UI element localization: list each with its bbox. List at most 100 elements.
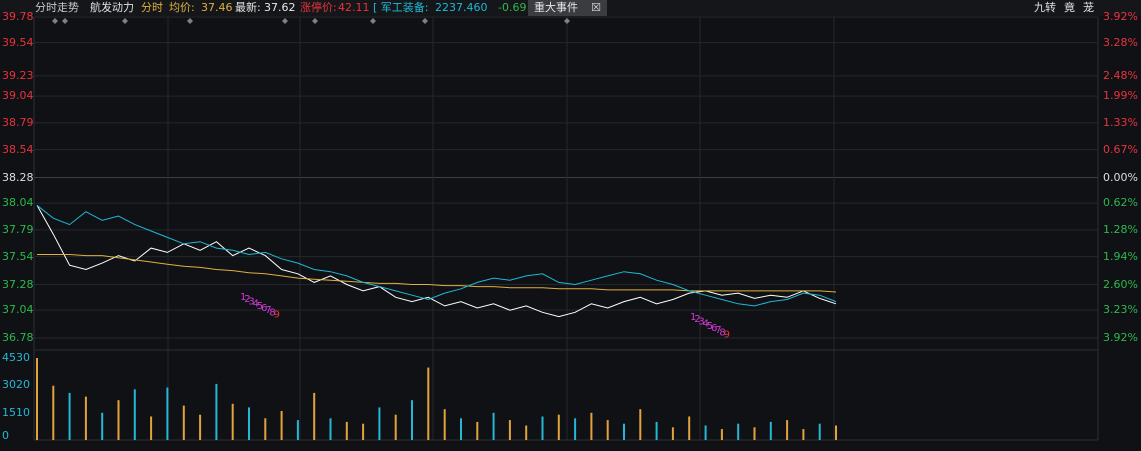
pct-axis-label: 3.92% (1103, 10, 1138, 23)
volume-bar (411, 400, 413, 440)
volume-bar (541, 416, 544, 440)
nine-turn-digit: 7 (715, 325, 721, 336)
nine-turn-digit: 6 (711, 323, 717, 334)
volume-bar (835, 425, 837, 440)
volume-bar (786, 420, 789, 440)
volume-bar (329, 418, 332, 440)
volume-bar (525, 425, 528, 440)
price-axis-label: 39.04 (2, 89, 34, 103)
price-axis-label: 38.79 (2, 115, 34, 129)
volume-bar (199, 414, 202, 440)
nine-turn-digit: 6 (261, 303, 267, 314)
volume-bar (508, 420, 511, 440)
price-axis-label: 37.54 (2, 249, 34, 263)
nine-turn-digit: 9 (274, 310, 280, 321)
price-axis-label: 37.79 (2, 222, 34, 236)
volume-bar (753, 427, 756, 440)
volume-bar (476, 421, 479, 440)
volume-bar (117, 400, 120, 440)
volume-bar (427, 367, 430, 440)
nine-turn-digit: 8 (269, 307, 275, 318)
nine-turn-digit: 2 (244, 294, 250, 305)
volume-bar (671, 427, 674, 440)
volume-bar (296, 420, 299, 440)
nine-turn-digit: 1 (240, 292, 246, 303)
diamond-marker-icon (370, 18, 376, 24)
diamond-marker-icon (187, 18, 193, 24)
pct-axis-label: 2.60% (1103, 277, 1138, 291)
volume-bar (313, 392, 316, 440)
volume-bar (133, 389, 136, 440)
volume-bar (704, 425, 707, 440)
diamond-marker-icon (62, 18, 68, 24)
event-tab-label: 重大事件 (534, 1, 578, 14)
price-axis-label: 39.78 (2, 10, 34, 23)
diamond-marker-icon (422, 18, 428, 24)
volume-bar (394, 414, 397, 440)
pct-axis-label: 3.28% (1103, 35, 1138, 49)
sector-change: -0.69 (498, 1, 527, 14)
bid-tag[interactable]: 竟 (1064, 1, 1075, 14)
diamond-marker-icon (52, 18, 58, 24)
pct-axis-label: 1.94% (1103, 249, 1138, 263)
price-axis-label: 37.28 (2, 277, 34, 291)
volume-bar (84, 396, 87, 440)
volume-bar (264, 418, 267, 440)
volume-bar (52, 385, 55, 440)
volume-bar (818, 423, 821, 440)
avg-label: 均价: (169, 1, 195, 14)
volume-bar (150, 416, 153, 440)
volume-axis-label: 4530 (2, 351, 30, 364)
volume-bar (280, 411, 283, 440)
volume-bar (362, 423, 365, 440)
volume-bar (166, 387, 169, 440)
volume-bar (720, 429, 723, 440)
volume-bar (639, 409, 642, 440)
pct-axis-label: 0.67% (1103, 142, 1138, 156)
volume-bar (215, 383, 218, 440)
diamond-marker-icon (312, 18, 318, 24)
close-icon[interactable]: ☒ (591, 1, 601, 14)
pct-axis-label: 0.00% (1103, 170, 1138, 184)
price-axis-label: 38.28 (2, 170, 34, 184)
nine-turn-tag[interactable]: 九转 (1034, 1, 1056, 14)
price-axis-label: 39.23 (2, 68, 34, 82)
mode-label: 分时 (141, 1, 163, 14)
nine-turn-digit: 2 (694, 314, 700, 325)
pct-axis-label: 1.33% (1103, 115, 1138, 129)
last-value: 37.62 (264, 1, 296, 14)
price-axis-label: 39.54 (2, 35, 34, 49)
pct-axis-label: 3.92% (1103, 331, 1138, 344)
volume-bar (557, 414, 560, 440)
pct-axis-label: 2.48% (1103, 68, 1138, 82)
volume-bar (101, 412, 104, 440)
volume-bar (36, 358, 38, 440)
volume-bar (182, 405, 185, 440)
price-axis-label: 36.78 (2, 331, 34, 344)
nine-turn-digit: 1 (690, 312, 696, 323)
volume-bar (623, 423, 625, 440)
volume-bar (68, 392, 71, 440)
volume-axis-label: 1510 (2, 405, 30, 419)
sector-value: 2237.460 (435, 1, 488, 14)
volume-bar (231, 403, 234, 440)
volume-bar (443, 409, 446, 440)
diamond-marker-icon (564, 18, 570, 24)
dragon-tag[interactable]: 茏 (1083, 1, 1094, 14)
volume-bar (606, 420, 609, 440)
volume-bar (688, 416, 691, 440)
sector-name: [ 军工装备: (373, 1, 429, 14)
volume-bar (590, 412, 593, 440)
volume-bar (737, 423, 740, 440)
nine-turn-digit: 4 (253, 299, 259, 310)
view-title[interactable]: 分时走势 (35, 1, 79, 14)
nine-turn-digit: 4 (703, 319, 709, 330)
price-axis-label: 38.54 (2, 142, 34, 156)
volume-bar (574, 418, 577, 440)
limit-label: 涨停价: (300, 1, 337, 14)
series-line-average (37, 254, 837, 293)
stock-name: 航发动力 (90, 1, 134, 14)
event-tab[interactable]: 重大事件 ☒ (528, 0, 607, 16)
series-line-price (36, 205, 837, 318)
